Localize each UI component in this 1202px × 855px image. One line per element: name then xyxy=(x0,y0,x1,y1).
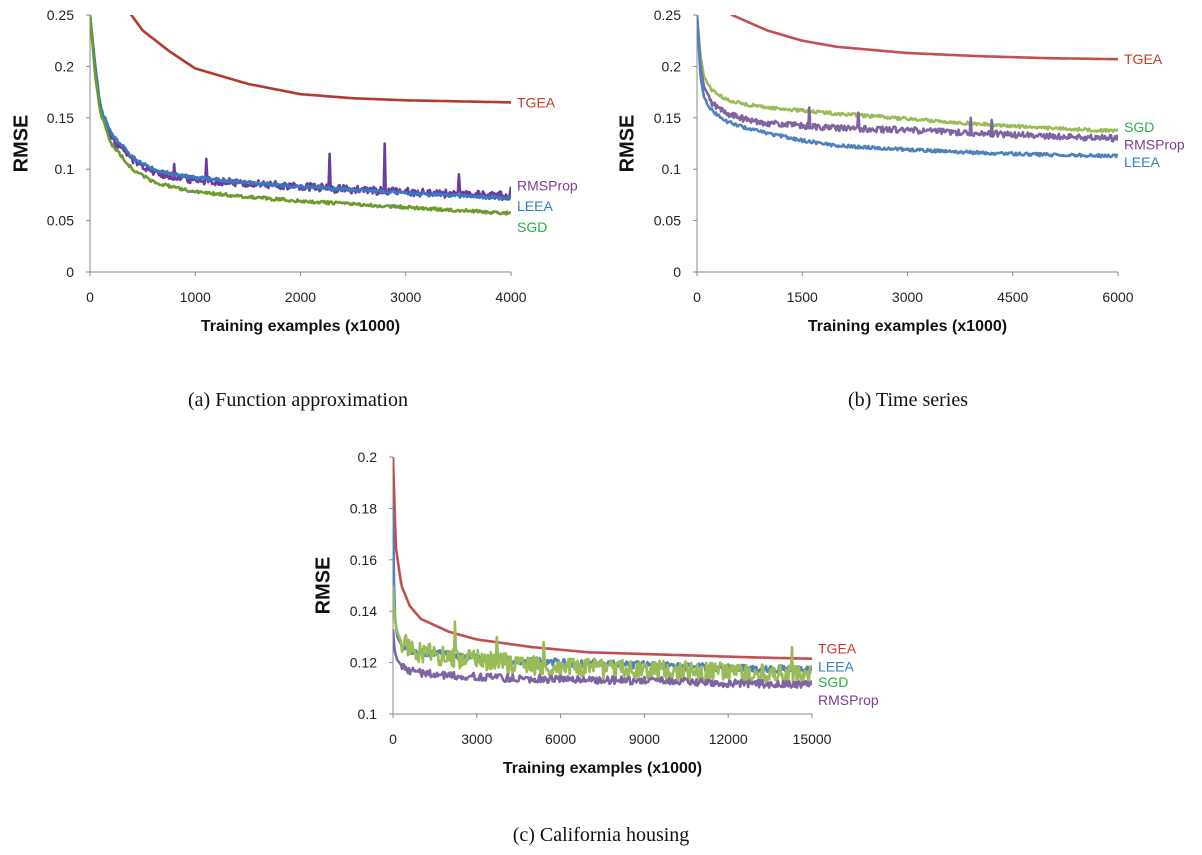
y-tick-label: 0.2 xyxy=(358,449,378,465)
plot-area xyxy=(393,457,812,689)
y-tick-label: 0.1 xyxy=(55,161,75,177)
y-tick-label: 0.25 xyxy=(654,7,681,23)
x-tick-label: 6000 xyxy=(1102,289,1133,305)
series-label-tgea: TGEA xyxy=(818,640,857,656)
x-axis-title: Training examples (x1000) xyxy=(503,760,702,777)
x-tick-label: 3000 xyxy=(461,731,492,747)
series-line-rmsprop xyxy=(90,15,511,201)
series-label-tgea: TGEA xyxy=(1124,51,1163,67)
x-tick-label: 9000 xyxy=(629,731,660,747)
series-label-leea: LEEA xyxy=(517,198,553,214)
chart-time-series: 0 0.05 0.1 0.15 0.2 0.25 0 1500 3000 4500 6000 Trai… xyxy=(616,7,1185,411)
series-label-leea: LEEA xyxy=(818,658,854,674)
y-axis-title: RMSE xyxy=(616,115,638,173)
y-tick-label: 0 xyxy=(66,264,74,280)
chart-caption: (b) Time series xyxy=(848,389,968,411)
plot-area xyxy=(90,15,511,216)
y-tick-label: 0.05 xyxy=(654,213,681,229)
x-tick-label: 4500 xyxy=(997,289,1028,305)
y-tick-label: 0.15 xyxy=(47,110,74,126)
series-line-sgd xyxy=(90,15,511,216)
series-line-leea xyxy=(697,15,1118,159)
y-axis-title: RMSE xyxy=(10,115,32,173)
y-tick-label: 0.2 xyxy=(662,58,682,74)
x-tick-label: 0 xyxy=(86,289,94,305)
series-line-leea xyxy=(90,15,511,201)
x-tick-label: 4000 xyxy=(495,289,526,305)
x-tick-label: 6000 xyxy=(545,731,576,747)
series-label-sgd: SGD xyxy=(517,219,547,235)
chart-california-housing: 0.1 0.12 0.14 0.16 0.18 0.2 0 3000 6000 9000 12000… xyxy=(312,449,879,846)
x-tick-label: 0 xyxy=(389,731,397,747)
chart-function-approximation: 0 0.05 0.1 0.15 0.2 0.25 0 1000 2000 3000 4000 Trai… xyxy=(10,7,578,411)
x-tick-label: 12000 xyxy=(709,731,748,747)
y-tick-label: 0 xyxy=(673,264,681,280)
y-tick-label: 0.18 xyxy=(350,500,377,516)
x-tick-label: 15000 xyxy=(793,731,832,747)
x-axis-title: Training examples (x1000) xyxy=(808,318,1007,335)
y-tick-label: 0.25 xyxy=(47,7,74,23)
series-line-rmsprop xyxy=(393,629,812,689)
y-tick-label: 0.1 xyxy=(358,706,378,722)
series-label-tgea: TGEA xyxy=(517,94,556,110)
chart-caption: (c) California housing xyxy=(513,824,690,846)
y-tick-label: 0.14 xyxy=(350,603,377,619)
series-label-sgd: SGD xyxy=(1124,119,1154,135)
x-tick-label: 1000 xyxy=(180,289,211,305)
x-tick-label: 3000 xyxy=(892,289,923,305)
x-tick-label: 0 xyxy=(693,289,701,305)
series-label-sgd: SGD xyxy=(818,674,848,690)
series-line-tgea xyxy=(129,15,511,104)
series-line-sgd xyxy=(697,15,1118,133)
y-tick-label: 0.1 xyxy=(662,161,682,177)
y-tick-label: 0.12 xyxy=(350,655,377,671)
y-tick-label: 0.15 xyxy=(654,110,681,126)
series-label-rmsprop: RMSProp xyxy=(517,178,578,194)
series-label-rmsprop: RMSProp xyxy=(1124,137,1185,153)
series-line-sgd xyxy=(393,585,812,687)
x-axis-title: Training examples (x1000) xyxy=(201,318,400,335)
series-label-rmsprop: RMSProp xyxy=(818,692,879,708)
y-tick-label: 0.16 xyxy=(350,552,377,568)
chart-caption: (a) Function approximation xyxy=(188,389,408,411)
x-tick-label: 1500 xyxy=(787,289,818,305)
y-tick-label: 0.2 xyxy=(55,58,75,74)
series-line-rmsprop xyxy=(697,15,1118,143)
x-tick-label: 2000 xyxy=(285,289,316,305)
x-tick-label: 3000 xyxy=(390,289,421,305)
y-tick-label: 0.05 xyxy=(47,213,74,229)
series-line-tgea xyxy=(393,457,812,660)
series-line-tgea xyxy=(730,15,1118,61)
y-axis-title: RMSE xyxy=(312,557,334,615)
series-label-leea: LEEA xyxy=(1124,154,1160,170)
plot-area xyxy=(697,15,1118,159)
